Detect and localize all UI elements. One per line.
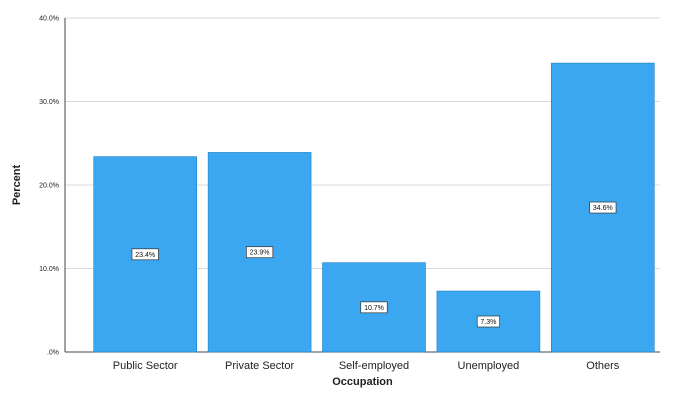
data-label: 34.6%	[593, 205, 613, 212]
y-tick-label: 40.0%	[39, 16, 59, 23]
x-tick-label: Self-employed	[339, 360, 409, 372]
x-tick-labels: Public Sector Private Sector Self-employed…	[113, 360, 620, 372]
x-tick-label: Private Sector	[225, 360, 294, 372]
x-tick-label: Unemployed	[458, 360, 520, 372]
x-tick-label: Public Sector	[113, 360, 178, 372]
y-tick-label: 30.0%	[39, 99, 59, 106]
data-label: 23.4%	[135, 252, 155, 259]
data-label: 10.7%	[364, 305, 384, 312]
data-label-box	[589, 201, 617, 214]
data-label-box	[131, 248, 159, 261]
y-tick-label: 20.0%	[39, 183, 59, 190]
y-tick-labels: .0% 10.0% 20.0% 30.0% 40.0%	[39, 16, 59, 357]
data-label-box	[246, 246, 274, 259]
x-axis-title: Occupation	[332, 376, 393, 388]
y-tick-label: 10.0%	[39, 266, 59, 273]
data-label: 23.9%	[250, 250, 270, 257]
y-tick-label: .0%	[47, 350, 59, 357]
x-tick-label: Others	[586, 360, 620, 372]
data-label: 7.3%	[480, 319, 496, 326]
bars: 23.4% 23.9% 10.7% 7.3% 34.6%	[93, 62, 655, 353]
data-label-box	[360, 301, 388, 314]
data-label-box	[476, 315, 500, 328]
y-axis-title: Percent	[11, 164, 23, 205]
